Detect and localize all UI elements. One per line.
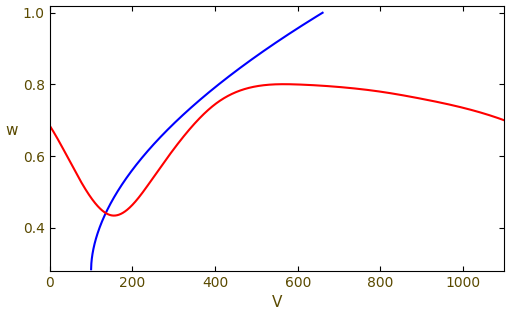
X-axis label: V: V bbox=[271, 295, 282, 310]
Y-axis label: w: w bbox=[6, 123, 18, 138]
